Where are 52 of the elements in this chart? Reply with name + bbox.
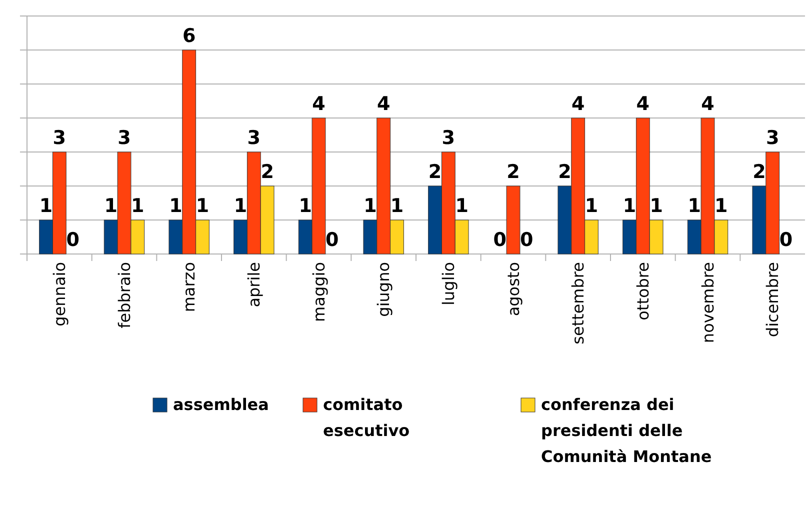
data-label: 0 bbox=[520, 229, 534, 251]
data-label: 0 bbox=[326, 229, 339, 251]
data-label: 2 bbox=[260, 161, 274, 183]
data-label: 1 bbox=[169, 195, 182, 217]
x-tick-label: gennaio bbox=[50, 262, 70, 326]
data-label: 1 bbox=[196, 195, 210, 217]
data-label: 3 bbox=[247, 127, 261, 149]
data-label: 6 bbox=[182, 25, 196, 47]
data-label: 1 bbox=[131, 195, 144, 217]
x-tick-label: agosto bbox=[504, 262, 523, 316]
data-label: 0 bbox=[66, 229, 80, 251]
data-label: 3 bbox=[118, 127, 131, 149]
data-label: 2 bbox=[558, 161, 572, 183]
data-label: 1 bbox=[650, 195, 663, 217]
data-label: 1 bbox=[455, 195, 468, 217]
data-label: 1 bbox=[622, 195, 636, 217]
data-label: 3 bbox=[766, 127, 780, 149]
bar bbox=[506, 186, 520, 254]
data-label: 1 bbox=[234, 195, 248, 217]
data-label: 1 bbox=[39, 195, 53, 217]
x-tick-label: luglio bbox=[439, 262, 458, 306]
data-label: 1 bbox=[714, 195, 728, 217]
data-label: 4 bbox=[701, 93, 714, 115]
data-label: 2 bbox=[752, 161, 766, 183]
x-tick-label: dicembre bbox=[763, 262, 782, 338]
x-tick-label: aprile bbox=[244, 262, 264, 308]
data-label: 1 bbox=[298, 195, 312, 217]
x-tick-label: giugno bbox=[374, 262, 394, 317]
data-label: 0 bbox=[493, 229, 506, 251]
data-label: 4 bbox=[571, 93, 585, 115]
data-label: 2 bbox=[428, 161, 442, 183]
x-tick-label: novembre bbox=[698, 262, 718, 344]
data-label: 1 bbox=[688, 195, 701, 217]
data-label: 1 bbox=[390, 195, 404, 217]
legend-label: comitato esecutivo bbox=[323, 395, 410, 440]
data-label: 0 bbox=[779, 229, 793, 251]
data-label: 4 bbox=[376, 93, 390, 115]
data-label: 2 bbox=[506, 161, 520, 183]
x-tick-label: marzo bbox=[180, 262, 199, 312]
legend-label: conferenza dei presidenti delle Comunità Montane bbox=[541, 395, 712, 466]
data-label: 3 bbox=[442, 127, 456, 149]
data-label: 4 bbox=[312, 93, 326, 115]
x-tick-label: settembre bbox=[568, 262, 588, 344]
x-tick-label: ottobre bbox=[634, 262, 653, 320]
data-label: 4 bbox=[636, 93, 650, 115]
data-label: 1 bbox=[584, 195, 598, 217]
data-label: 3 bbox=[52, 127, 66, 149]
data-label: 1 bbox=[104, 195, 118, 217]
legend-label: assemblea bbox=[173, 395, 269, 414]
data-label: 1 bbox=[364, 195, 377, 217]
x-tick-label: febbraio bbox=[114, 262, 134, 328]
x-tick-label: maggio bbox=[309, 262, 328, 322]
